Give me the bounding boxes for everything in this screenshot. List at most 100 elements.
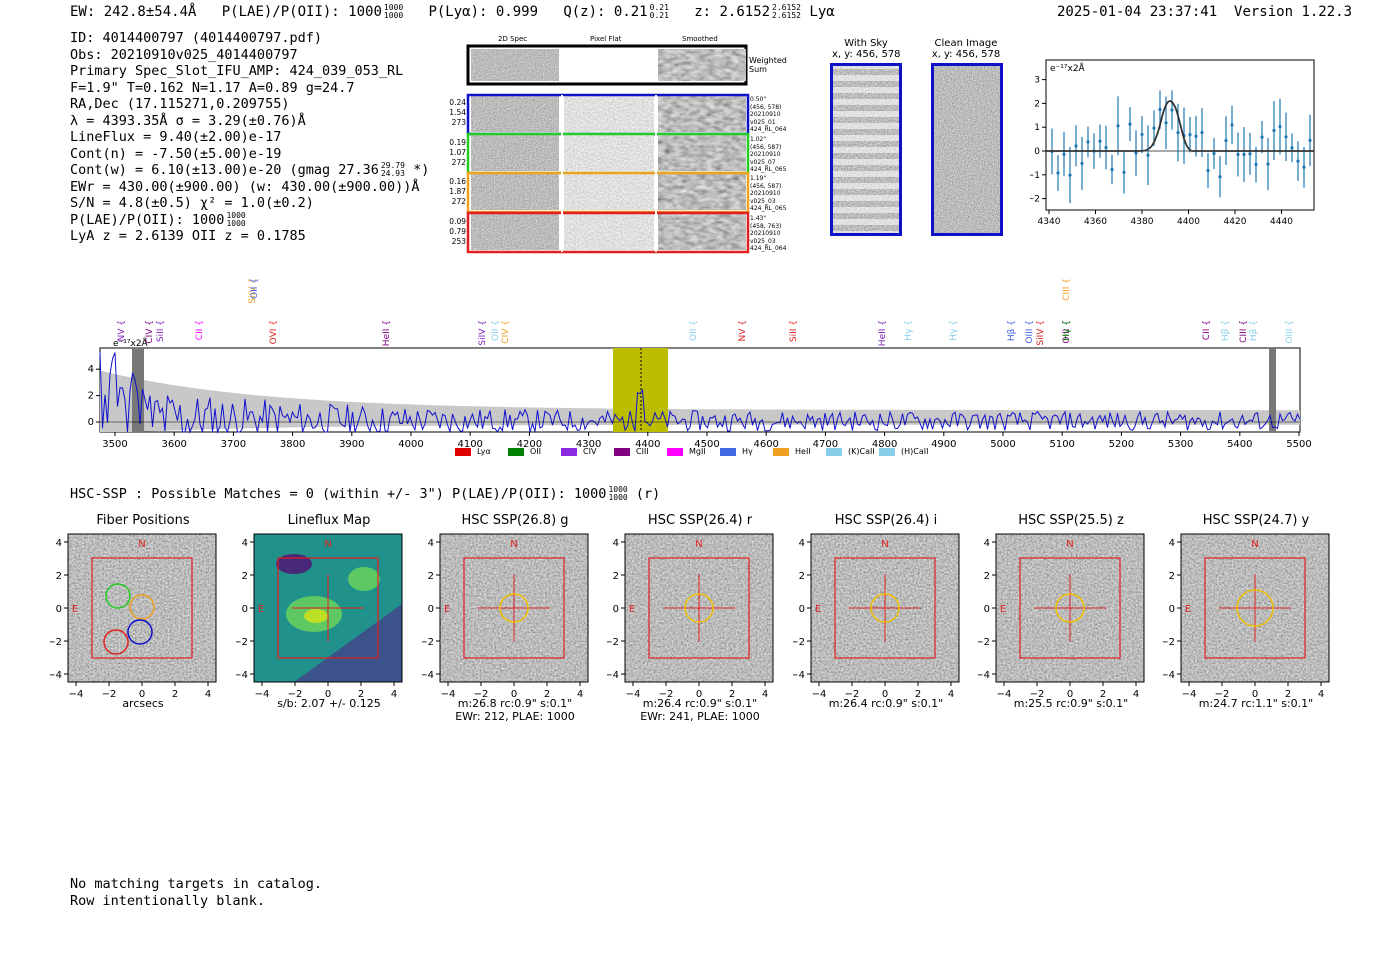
fiber-row-2-meta: 1.02" (456, 587) 20210910 v025_07 424_RL_065 bbox=[750, 136, 787, 174]
zoom-point bbox=[1170, 108, 1174, 112]
spectrum-y-ticks: 4 2 0 bbox=[88, 364, 100, 428]
zoom-point bbox=[1116, 124, 1120, 128]
hsc-xtick: 0 bbox=[882, 689, 888, 700]
hsc-xtick: 0 bbox=[1067, 689, 1073, 700]
hsc-ytick: 0 bbox=[428, 604, 434, 615]
hsc-panel-caption-3: m:26.8 rc:0.9" s:0.1" EWr: 212, PLAE: 100… bbox=[455, 697, 575, 723]
hsc-ytick: −4 bbox=[1163, 670, 1175, 681]
footer-notes: No matching targets in catalog. Row inte… bbox=[70, 876, 322, 909]
hsc-ytick: 4 bbox=[56, 538, 62, 549]
hsc-ytick: −2 bbox=[793, 637, 805, 648]
zoom-point bbox=[1248, 152, 1252, 156]
east-label: E bbox=[1185, 604, 1191, 615]
legend-label: (H)CaII bbox=[901, 447, 929, 456]
east-label: E bbox=[258, 604, 264, 615]
zoom-xtick: 4420 bbox=[1224, 217, 1247, 227]
timestamp-version: 2025-01-04 23:37:41 Version 1.22.3 bbox=[1057, 4, 1352, 20]
hsc-panel-caption-5: m:26.4 rc:0.9" s:0.1" bbox=[828, 697, 944, 710]
zoom-point bbox=[1206, 168, 1210, 173]
zoom-xtick: 4380 bbox=[1131, 217, 1154, 227]
zoom-point bbox=[1296, 159, 1300, 163]
zoom-point bbox=[1302, 165, 1306, 169]
hsc-ytick: 2 bbox=[1169, 571, 1175, 582]
zoom-point bbox=[1308, 138, 1312, 142]
zoom-point bbox=[1080, 161, 1084, 165]
spectrum-xtick: 4500 bbox=[694, 439, 719, 450]
primary-line: Primary Spec_Slot_IFU_AMP: 424_039_053_R… bbox=[70, 63, 404, 79]
zoom-point bbox=[1254, 162, 1258, 167]
aperture-box bbox=[277, 557, 379, 659]
hsc-xtick: −2 bbox=[288, 689, 303, 700]
zoom-xtick: 4440 bbox=[1270, 217, 1293, 227]
zoom-ytick: −2 bbox=[1030, 195, 1040, 205]
spectrum-ytick: 2 bbox=[88, 391, 94, 402]
hsc-xtick: −4 bbox=[255, 689, 270, 700]
cutout-images bbox=[466, 44, 750, 254]
hsc-panel-title-7: HSC SSP(24.7) y bbox=[1202, 513, 1310, 528]
legend-item: (K)CaII bbox=[826, 447, 875, 456]
hsc-panel-caption-4: m:26.4 rc:0.9" s:0.1" EWr: 241, PLAE: 100… bbox=[640, 697, 760, 723]
hsc-xtick: −2 bbox=[102, 689, 117, 700]
spectrum-xtick: 5500 bbox=[1286, 439, 1311, 450]
spectrum-xtick: 4900 bbox=[931, 439, 956, 450]
lineflux-line: LineFlux = 9.40(±2.00)e-17 bbox=[70, 129, 282, 145]
zoom-point bbox=[1152, 126, 1156, 130]
zoom-ytick: 0 bbox=[1034, 147, 1040, 157]
zoom-point bbox=[1062, 152, 1066, 156]
hsc-ytick: 0 bbox=[984, 604, 990, 615]
hsc-panel-caption-6: m:25.5 rc:0.9" s:0.1" bbox=[1013, 697, 1129, 710]
hsc-ytick: 0 bbox=[1169, 604, 1175, 615]
east-label: E bbox=[1000, 604, 1006, 615]
legend-item: HeII bbox=[773, 447, 811, 456]
zoom-point bbox=[1218, 175, 1222, 179]
hsc-xtick: −2 bbox=[474, 689, 489, 700]
weighted-smoothed bbox=[658, 49, 746, 81]
fiber-row-3-meta: 1.19" (456, 587) 20210910 v025_03 424_RL_065 bbox=[750, 175, 787, 213]
aperture-box bbox=[648, 557, 750, 659]
legend-swatch bbox=[614, 447, 630, 456]
zoom-point bbox=[1104, 145, 1108, 150]
source-aperture bbox=[1236, 589, 1274, 627]
fiber-row-2 bbox=[466, 132, 750, 175]
spectrum-ytick: 4 bbox=[88, 364, 94, 375]
hsc-ytick: −2 bbox=[978, 637, 990, 648]
aperture-box bbox=[1019, 557, 1121, 659]
hsc-ytick: 2 bbox=[799, 571, 805, 582]
hsc-xtick: 2 bbox=[544, 689, 550, 700]
ewr-line: EWr = 430.00(±900.00) (w: 430.00(±900.00… bbox=[70, 178, 420, 195]
spectrum-xtick: 5400 bbox=[1227, 439, 1252, 450]
hsc-panel-title-5: HSC SSP(26.4) i bbox=[834, 513, 938, 528]
zoom-point bbox=[1272, 128, 1276, 133]
legend-item: Lyα bbox=[455, 447, 491, 456]
legend-label: Lyα bbox=[477, 447, 491, 456]
zoom-point bbox=[1284, 135, 1288, 139]
clean-image bbox=[931, 63, 1003, 236]
zoom-point bbox=[1074, 144, 1078, 148]
aperture-box bbox=[834, 557, 936, 659]
legend-swatch bbox=[667, 447, 683, 456]
line-marker-oii: OII { bbox=[250, 278, 260, 299]
hsc-ytick: −4 bbox=[50, 670, 62, 681]
hsc-ytick: 2 bbox=[984, 571, 990, 582]
zoom-point bbox=[1278, 125, 1282, 129]
spectrum-xtick: 4600 bbox=[753, 439, 778, 450]
hsc-xtick: 4 bbox=[948, 689, 954, 700]
zoom-point bbox=[1290, 146, 1294, 150]
spectrum-xtick: 5300 bbox=[1168, 439, 1193, 450]
zoom-ytick: 3 bbox=[1034, 76, 1040, 86]
zoom-unit-label: e⁻¹⁷x2Å bbox=[1050, 62, 1086, 74]
hsc-ytick: 2 bbox=[428, 571, 434, 582]
hsc-ytick: −2 bbox=[50, 637, 62, 648]
hsc-ytick: 2 bbox=[613, 571, 619, 582]
hsc-panel-6: N E −4 −2 0 2 4 4 2 0 −2 −4 bbox=[978, 533, 1145, 700]
legend-swatch bbox=[879, 447, 895, 456]
hsc-ytick: 0 bbox=[613, 604, 619, 615]
hsc-ytick: −4 bbox=[236, 670, 248, 681]
hsc-panel-title-2: Lineflux Map bbox=[287, 513, 371, 528]
hsc-ytick: 0 bbox=[242, 604, 248, 615]
version: Version 1.22.3 bbox=[1234, 4, 1353, 20]
north-label: N bbox=[510, 539, 517, 550]
hsc-ytick: −2 bbox=[1163, 637, 1175, 648]
legend-swatch bbox=[561, 447, 577, 456]
spectrum-xtick: 4400 bbox=[635, 439, 660, 450]
